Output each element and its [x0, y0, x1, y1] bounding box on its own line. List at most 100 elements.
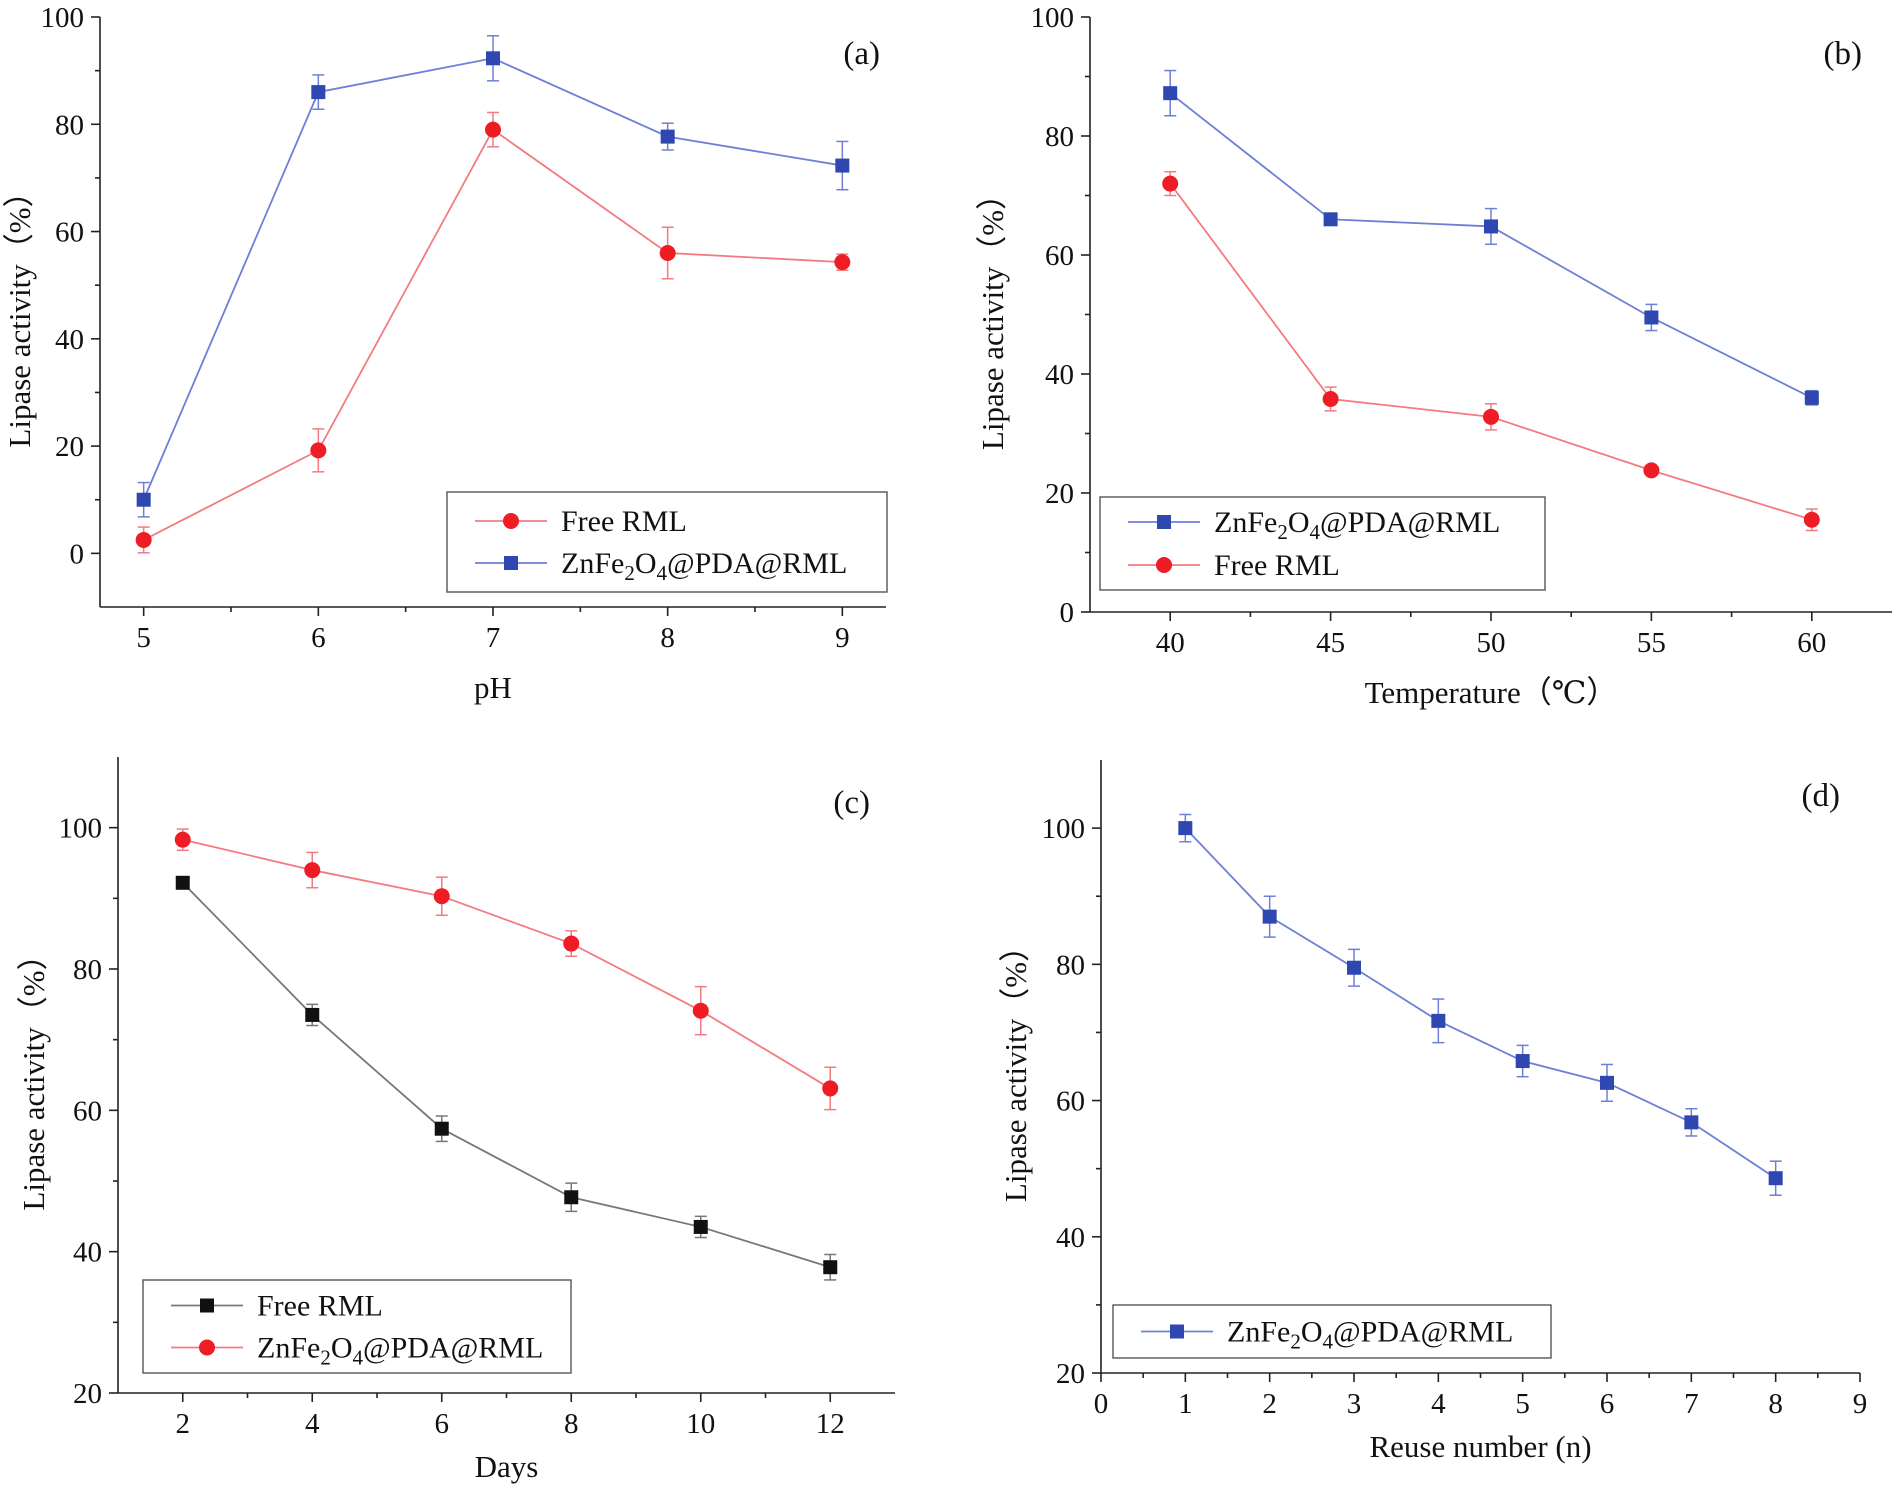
- data-point: [304, 862, 321, 879]
- x-tick-label: 3: [1347, 1388, 1362, 1420]
- x-tick-label: 6: [435, 1408, 450, 1440]
- series-line: [1169, 92, 1813, 399]
- x-tick-label: 1: [1178, 1388, 1193, 1420]
- legend: Free RML ZnFe2O4@PDA@RML: [446, 491, 888, 593]
- x-tick-label: 55: [1637, 627, 1666, 659]
- legend-marker: [199, 1339, 215, 1356]
- data-point: [1803, 511, 1820, 528]
- chart-panel-b: 40 45 50 55 60 0 20 40 60 80 100 Temperature（℃） Lipa…: [975, 2, 1892, 710]
- x-axis-label: Days: [475, 1449, 539, 1484]
- data-point: [1262, 909, 1277, 924]
- series-line: [182, 882, 831, 1269]
- x-tick-label: 9: [835, 622, 850, 654]
- y-tick-label: 40: [1056, 1222, 1085, 1254]
- x-tick-label: 8: [1768, 1388, 1783, 1420]
- y-tick-label: 0: [1060, 597, 1075, 629]
- data-point: [174, 831, 191, 848]
- data-point: [136, 492, 151, 507]
- y-tick-label: 60: [73, 1095, 102, 1127]
- panel-label: (d): [1802, 778, 1840, 814]
- y-tick-label: 80: [1056, 949, 1085, 981]
- data-point: [835, 158, 850, 173]
- legend-frame: [446, 491, 888, 593]
- x-tick-label: 6: [1600, 1388, 1615, 1420]
- panel-label: (c): [833, 785, 870, 821]
- x-tick-label: 60: [1797, 627, 1826, 659]
- x-tick-label: 8: [564, 1408, 579, 1440]
- data-point: [660, 129, 675, 144]
- y-tick-label: 60: [1045, 240, 1074, 272]
- x-tick-label: 2: [176, 1408, 191, 1440]
- data-point: [305, 1007, 320, 1022]
- y-tick-label: 40: [73, 1237, 102, 1269]
- data-point: [485, 121, 501, 138]
- series-line: [182, 838, 831, 1090]
- y-tick-label: 20: [55, 431, 84, 463]
- y-tick-label: 80: [1045, 121, 1074, 153]
- x-tick-label: 9: [1853, 1388, 1868, 1420]
- y-tick-label: 40: [55, 324, 84, 356]
- data-point: [1643, 462, 1660, 479]
- data-point: [1162, 175, 1179, 192]
- data-point: [1768, 1171, 1783, 1186]
- data-point: [310, 442, 327, 459]
- x-tick-label: 12: [816, 1408, 845, 1440]
- data-point: [1515, 1054, 1530, 1069]
- series-1: [174, 828, 839, 1111]
- y-tick-label: 20: [73, 1378, 102, 1410]
- chart-panel-a: 5 6 7 8 9 0 20 40 60 80 100 pH Lipase activity（%） (a)…: [2, 2, 888, 705]
- series-line: [1184, 827, 1777, 1179]
- data-point: [311, 85, 326, 100]
- series-1: [136, 35, 850, 518]
- x-tick-label: 2: [1262, 1388, 1277, 1420]
- y-tick-label: 100: [41, 2, 85, 34]
- data-point: [822, 1080, 839, 1097]
- x-tick-label: 6: [311, 622, 326, 654]
- legend-label: Free RML: [1214, 549, 1340, 582]
- x-axis-label: Reuse number (n): [1369, 1429, 1591, 1464]
- data-point: [1431, 1013, 1446, 1028]
- legend: ZnFe2O4@PDA@RML Free RML: [1099, 496, 1546, 591]
- series-line: [143, 128, 843, 541]
- data-point: [1644, 310, 1659, 325]
- y-tick-label: 60: [1056, 1086, 1085, 1118]
- y-tick-label: 100: [59, 813, 103, 845]
- y-tick-label: 40: [1045, 359, 1074, 391]
- legend-frame: [142, 1279, 572, 1374]
- y-tick-label: 20: [1045, 478, 1074, 510]
- data-point: [135, 531, 152, 548]
- legend-label: Free RML: [561, 505, 687, 538]
- panel-label: (b): [1824, 36, 1862, 72]
- y-axis-label: Lipase activity（%）: [16, 939, 51, 1210]
- series-0: [1178, 813, 1783, 1196]
- legend: ZnFe2O4@PDA@RML: [1112, 1304, 1552, 1359]
- x-tick-label: 10: [686, 1408, 715, 1440]
- y-axis-label: Lipase activity（%）: [2, 176, 37, 447]
- legend-frame: [1099, 496, 1546, 591]
- data-point: [433, 888, 450, 905]
- x-tick-label: 4: [1431, 1388, 1446, 1420]
- legend-label: Free RML: [257, 1290, 383, 1323]
- x-tick-label: 45: [1316, 627, 1345, 659]
- data-point: [659, 245, 676, 261]
- x-tick-label: 0: [1094, 1388, 1109, 1420]
- series-0: [135, 111, 851, 554]
- legend-marker: [503, 513, 519, 529]
- data-point: [563, 935, 580, 952]
- data-point: [692, 1002, 709, 1019]
- data-point: [1804, 390, 1819, 405]
- legend-marker: [504, 556, 518, 570]
- data-point: [1600, 1075, 1614, 1090]
- x-axis-label: pH: [474, 670, 512, 705]
- y-axis-label: Lipase activity（%）: [998, 931, 1033, 1202]
- data-point: [1684, 1115, 1699, 1130]
- x-tick-label: 40: [1156, 627, 1185, 659]
- legend-label: ZnFe2O4@PDA@RML: [1214, 506, 1500, 544]
- data-point: [1178, 821, 1193, 836]
- data-point: [834, 254, 851, 271]
- data-point: [823, 1260, 838, 1275]
- data-point: [1484, 219, 1498, 234]
- legend-marker: [1157, 515, 1171, 529]
- y-tick-label: 0: [70, 538, 85, 570]
- data-point: [1322, 390, 1339, 407]
